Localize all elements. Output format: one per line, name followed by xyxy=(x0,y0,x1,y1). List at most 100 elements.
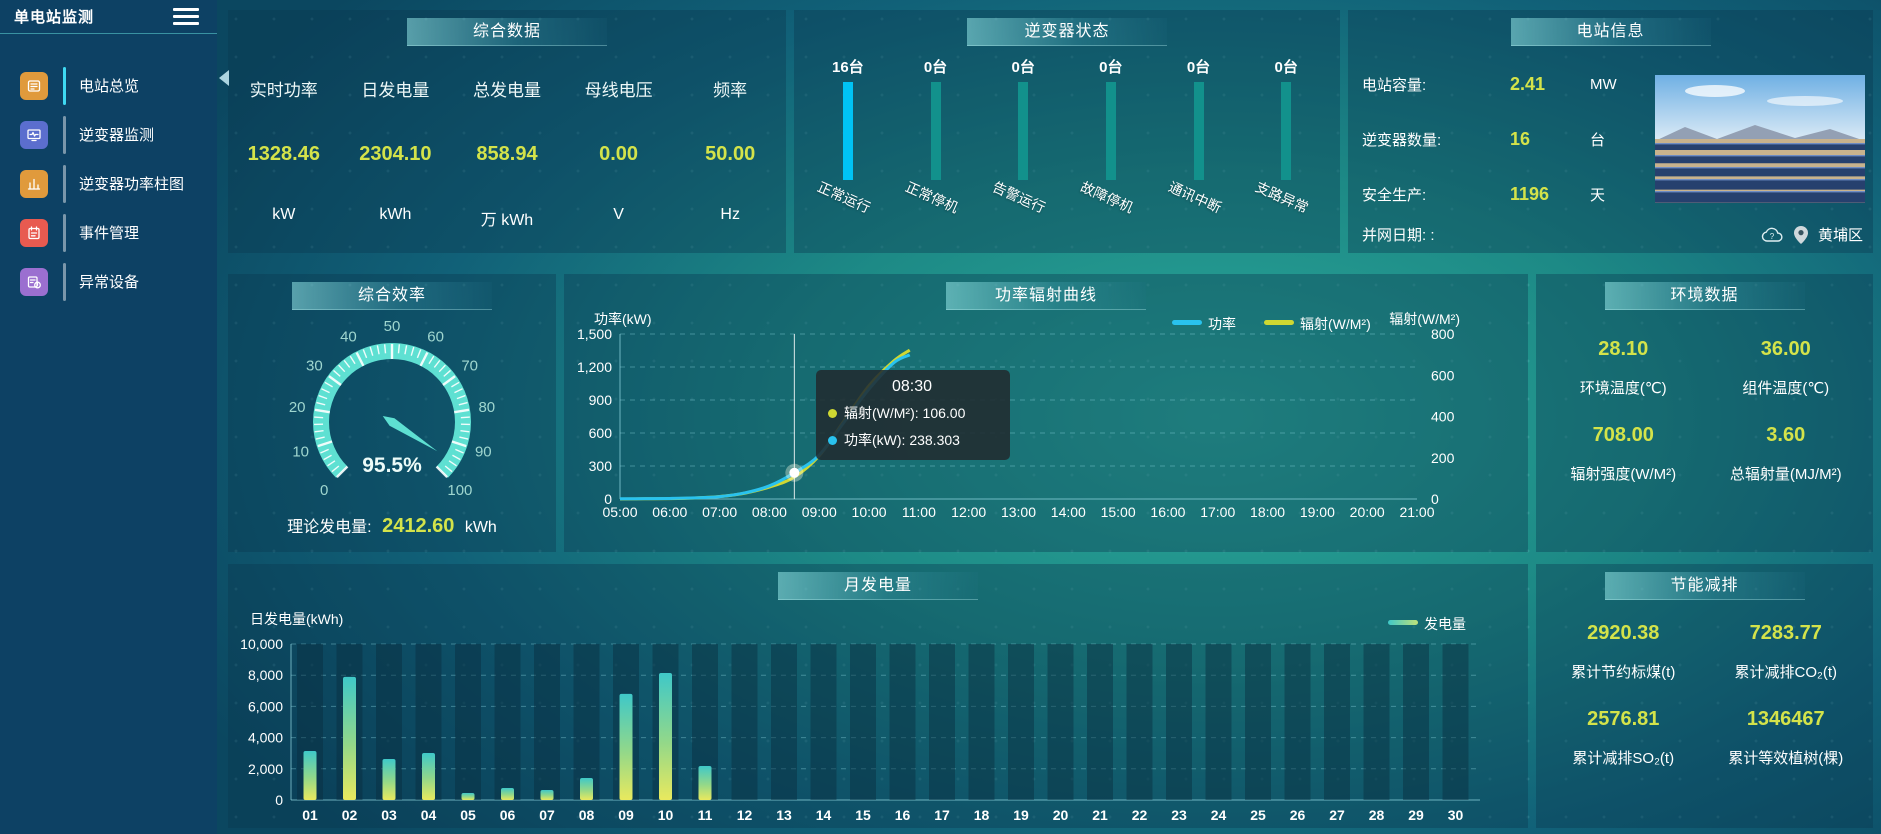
event-manage-icon xyxy=(20,218,48,247)
saving-stat-label: 累计减排SO₂(t) xyxy=(1572,750,1675,767)
inverter-status-column: 0台 支路异常 xyxy=(1242,56,1330,249)
svg-text:29: 29 xyxy=(1408,807,1424,823)
hamburger-menu-icon[interactable] xyxy=(173,4,199,29)
power-radiation-line-chart[interactable]: 0 300 600 900 1,200 1,500 0 200 400 600 800 05:00 06… xyxy=(564,282,1528,544)
menu-divider xyxy=(63,164,66,203)
app-title: 单电站监测 xyxy=(14,9,95,26)
sidebar-item-label: 电站总览 xyxy=(79,78,140,95)
inverter-status-bar xyxy=(842,82,853,180)
svg-text:21: 21 xyxy=(1092,807,1108,823)
sidebar-item-5[interactable]: 异常设备 xyxy=(0,257,217,306)
svg-text:30: 30 xyxy=(1448,807,1464,823)
inverter-status-column: 0台正常停机 xyxy=(892,56,980,249)
environment-stat-label: 总辐射量(MJ/M²) xyxy=(1729,466,1842,483)
svg-text:90: 90 xyxy=(475,444,492,461)
svg-text:900: 900 xyxy=(589,392,613,408)
inverter-status-chart[interactable]: 16台 正常运行 0台 正常停机 0台 告警运行 0台 故障停机 0台 通讯中断 0台 支路异常 xyxy=(804,56,1330,249)
metric-value: 858.94 xyxy=(476,143,538,165)
location-pin-icon[interactable] xyxy=(1793,225,1808,244)
sidebar-item-1[interactable]: 电站总览 xyxy=(0,61,217,110)
monthly-generation-bar-chart[interactable]: 日发电量(kWh) 0 2,000 4,000 6,000 8,000 10,000 发电量 0… xyxy=(228,566,1528,828)
inverter-status-label: 告警运行 xyxy=(990,178,1048,216)
metric-unit: kWh xyxy=(379,206,412,223)
inverter-status-column: 0台故障停机 xyxy=(1067,56,1155,249)
sidebar-collapse-arrow[interactable] xyxy=(219,70,229,86)
svg-text:07: 07 xyxy=(539,807,555,823)
theoretical-generation-row: 理论发电量: 2412.60 kWh xyxy=(228,513,556,538)
svg-text:25: 25 xyxy=(1250,807,1266,823)
inverter-status-label: 正常停机 xyxy=(902,178,961,216)
svg-text:60: 60 xyxy=(427,328,444,345)
metric-unit: kW xyxy=(272,206,296,223)
svg-text:20: 20 xyxy=(289,399,306,416)
environment-stat: 36.00 组件温度(℃) xyxy=(1705,338,1868,398)
metric-label: 频率 xyxy=(713,81,748,100)
svg-text:17: 17 xyxy=(934,807,950,823)
inverter-status-label: 通讯中断 xyxy=(1165,178,1224,216)
station-info-row: 电站容量: 2.41 MW xyxy=(1362,74,1617,95)
environment-stat: 28.10 环境温度(℃) xyxy=(1542,338,1705,398)
inverter-status-bar xyxy=(1281,82,1292,180)
sidebar-item-3[interactable]: 逆变器功率柱图 xyxy=(0,159,217,208)
svg-text:100: 100 xyxy=(447,482,472,499)
svg-text:6,000: 6,000 xyxy=(248,698,283,714)
inverter-count: 0台 xyxy=(1274,59,1298,76)
svg-text:0: 0 xyxy=(320,482,328,499)
dashboard-main: 综合数据 实时功率 1328.46 kW 日发电量 2304.10 kWh 总发电量 858.… xyxy=(217,0,1881,834)
menu-divider xyxy=(63,66,66,105)
metric-label: 日发电量 xyxy=(361,81,430,100)
svg-text:02: 02 xyxy=(342,807,358,823)
svg-text:09: 09 xyxy=(618,807,634,823)
menu-divider xyxy=(63,262,66,301)
sidebar-item-4[interactable]: 事件管理 xyxy=(0,208,217,257)
efficiency-gauge-chart[interactable]: 0 10 20 30 40 50 60 70 80 90 100 95.5% xyxy=(228,304,556,516)
svg-text:18:00: 18:00 xyxy=(1250,504,1285,520)
metric-label: 实时功率 xyxy=(249,81,318,100)
svg-text:19: 19 xyxy=(1013,807,1029,823)
environment-stat-label: 组件温度(℃) xyxy=(1742,380,1830,397)
sidebar-item-label: 逆变器功率柱图 xyxy=(79,176,185,193)
environment-stat-value: 36.00 xyxy=(1760,338,1811,360)
inverter-status-column: 0台 告警运行 xyxy=(979,56,1067,249)
sidebar-menu: 电站总览逆变器监测逆变器功率柱图事件管理 异常设备 xyxy=(0,61,217,306)
environment-stat: 708.00 辐射强度(W/M²) xyxy=(1542,424,1705,484)
inverter-status-label: 故障停机 xyxy=(1077,178,1136,216)
environment-stat-value: 3.60 xyxy=(1766,424,1806,446)
panel-title-efficiency: 综合效率 xyxy=(292,282,492,310)
svg-text:0: 0 xyxy=(275,792,283,808)
svg-text:30: 30 xyxy=(306,358,323,375)
summary-metric: 母线电压 0.00 V xyxy=(563,62,675,239)
grid-date-row: 并网日期: : xyxy=(1362,224,1435,245)
svg-text:400: 400 xyxy=(1431,409,1455,425)
tooltip-time: 08:30 xyxy=(891,378,933,395)
svg-text:0: 0 xyxy=(1431,491,1439,507)
weather-cloud-icon[interactable]: ? xyxy=(1760,226,1784,243)
svg-text:06:00: 06:00 xyxy=(652,504,687,520)
menu-divider xyxy=(63,115,66,154)
svg-text:辐射(W/M²): 辐射(W/M²) xyxy=(1300,316,1371,332)
saving-stat: 2920.38 累计节约标煤(t) xyxy=(1542,622,1705,682)
svg-text:15: 15 xyxy=(855,807,871,823)
overview-icon xyxy=(20,71,48,100)
station-location[interactable]: 黄埔区 xyxy=(1817,227,1863,244)
inverter-count: 0台 xyxy=(923,59,948,76)
svg-text:15:00: 15:00 xyxy=(1101,504,1136,520)
environment-stat-value: 708.00 xyxy=(1592,424,1654,446)
sidebar-item-2[interactable]: 逆变器监测 xyxy=(0,110,217,159)
saving-stat: 2576.81 累计减排SO₂(t) xyxy=(1542,708,1705,768)
panel-title-station-info: 电站信息 xyxy=(1510,18,1711,46)
svg-text:04: 04 xyxy=(421,807,437,823)
svg-text:19:00: 19:00 xyxy=(1300,504,1335,520)
svg-text:06: 06 xyxy=(500,807,516,823)
sidebar-header: 单电站监测 xyxy=(0,0,217,34)
inverter-count: 0台 xyxy=(1099,59,1123,76)
svg-text:07:00: 07:00 xyxy=(702,504,737,520)
svg-text:03: 03 xyxy=(381,807,397,823)
svg-text:05:00: 05:00 xyxy=(602,504,637,520)
svg-text:23: 23 xyxy=(1171,807,1187,823)
svg-text:辐射(W/M²): 辐射(W/M²) xyxy=(1389,311,1460,327)
environment-stat-label: 环境温度(℃) xyxy=(1579,380,1667,397)
station-info-value: 2.41 xyxy=(1510,74,1546,94)
svg-text:16:00: 16:00 xyxy=(1150,504,1185,520)
metric-value: 50.00 xyxy=(705,143,756,165)
